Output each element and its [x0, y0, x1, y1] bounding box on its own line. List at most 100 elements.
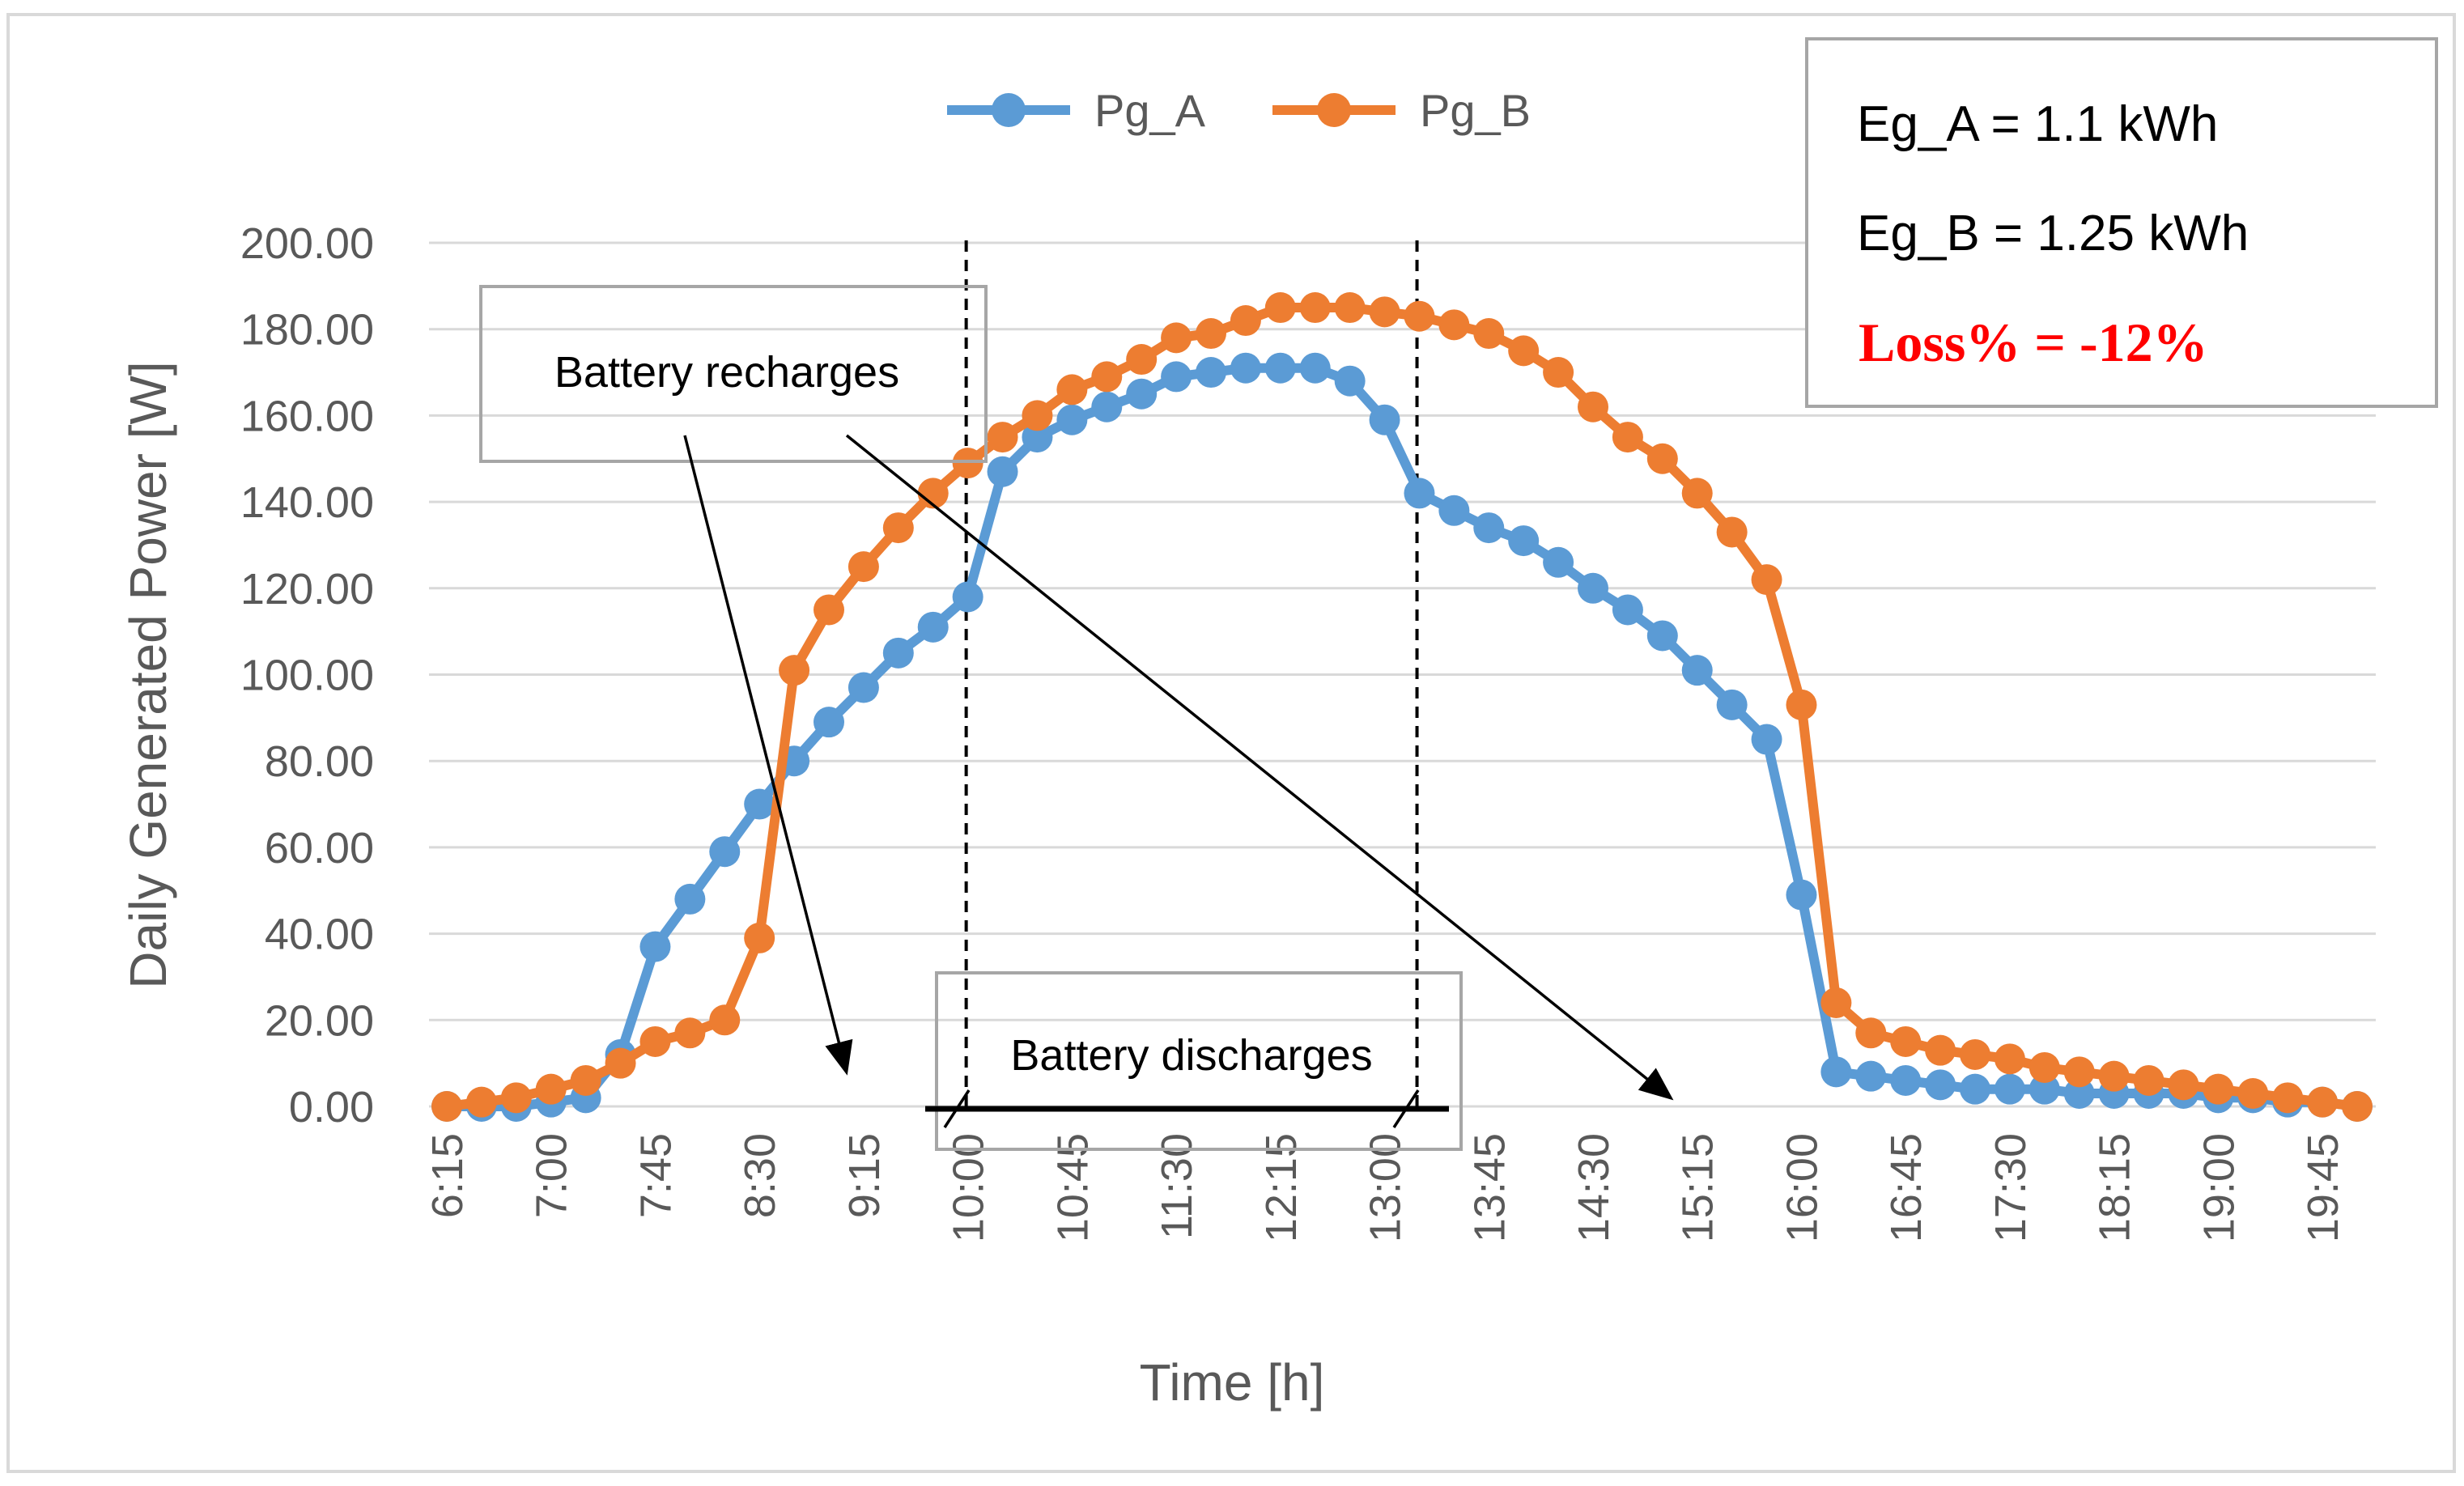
y-axis-title: Daily Generated Power [W]	[119, 361, 177, 988]
data-point-pg-b	[814, 594, 844, 626]
data-point-pg-b	[709, 1004, 741, 1036]
legend-label-pg-b: Pg_B	[1420, 85, 1531, 136]
recharge-arrow	[683, 435, 853, 1076]
discharge-bar-tick	[943, 1089, 971, 1128]
data-point-pg-b	[882, 512, 914, 544]
data-point-pg-a	[1716, 689, 1748, 720]
x-tick-label: 7:00	[528, 1133, 576, 1218]
data-point-pg-a	[1126, 378, 1158, 410]
data-point-pg-a	[1960, 1073, 1990, 1105]
data-point-pg-a	[709, 836, 741, 868]
info-loss: Loss% = -12%	[1859, 312, 2208, 373]
data-point-pg-b	[1925, 1034, 1956, 1066]
data-point-pg-b	[2063, 1056, 2095, 1088]
data-point-pg-b	[1161, 322, 1192, 354]
data-point-pg-a	[1404, 478, 1435, 509]
data-point-pg-a	[1230, 352, 1261, 384]
data-point-pg-b	[1299, 292, 1331, 324]
y-tick-label: 0.00	[289, 1083, 374, 1131]
data-point-pg-b	[1578, 391, 1608, 422]
data-point-pg-b	[465, 1086, 497, 1118]
data-point-pg-b	[2168, 1069, 2199, 1101]
data-point-pg-a	[1543, 546, 1574, 578]
x-tick-label: 13:00	[1362, 1133, 1410, 1242]
data-point-pg-b	[2203, 1073, 2234, 1105]
data-point-pg-a	[1161, 361, 1192, 393]
data-point-pg-b	[1820, 987, 1852, 1018]
data-point-pg-a	[1994, 1073, 2025, 1105]
data-point-pg-b	[2029, 1051, 2060, 1083]
data-point-pg-b	[2098, 1060, 2130, 1092]
data-point-pg-a	[1508, 525, 1540, 557]
x-tick-label: 18:15	[2091, 1133, 2139, 1242]
data-point-pg-a	[952, 581, 983, 613]
x-tick-label: 13:45	[1465, 1133, 1514, 1242]
data-point-pg-b	[500, 1082, 532, 1114]
data-point-pg-b	[2307, 1086, 2339, 1118]
data-point-pg-a	[987, 456, 1018, 487]
data-point-pg-a	[1196, 357, 1226, 388]
x-tick-label: 16:45	[1882, 1133, 1931, 1242]
discharge-label: Battery discharges	[1010, 1031, 1372, 1080]
info-box: Eg_A = 1.1 kWh Eg_B = 1.25 kWh Loss% = -…	[1805, 37, 2438, 408]
data-point-pg-a	[1369, 404, 1400, 435]
data-point-pg-b	[1404, 300, 1435, 332]
data-point-pg-a	[639, 931, 671, 962]
data-point-pg-a	[882, 637, 914, 669]
data-point-pg-b	[1646, 443, 1678, 474]
y-tick-label: 180.00	[240, 306, 374, 355]
x-tick-label: 12:15	[1257, 1133, 1306, 1242]
data-point-pg-a	[1786, 879, 1817, 911]
data-point-pg-b	[535, 1073, 567, 1105]
legend-label-pg-a: Pg_A	[1094, 85, 1206, 136]
discharge-bar-tick	[1392, 1089, 1420, 1128]
y-tick-label: 200.00	[240, 219, 374, 268]
data-point-pg-b	[1264, 292, 1296, 324]
y-tick-label: 120.00	[240, 565, 374, 614]
data-point-pg-b	[1126, 344, 1158, 376]
legend: Pg_A Pg_B	[947, 85, 1531, 136]
data-point-pg-b	[2342, 1091, 2373, 1122]
data-point-pg-b	[1612, 422, 1643, 453]
data-point-pg-b	[779, 655, 810, 686]
data-point-pg-b	[1960, 1038, 1990, 1070]
data-point-pg-a	[1264, 352, 1296, 384]
data-point-pg-b	[570, 1064, 601, 1096]
y-tick-label: 40.00	[265, 911, 374, 959]
data-point-pg-b	[1056, 374, 1088, 405]
y-tick-label: 80.00	[265, 737, 374, 786]
data-point-pg-b	[1473, 318, 1505, 350]
data-point-pg-a	[1022, 422, 1053, 453]
legend-marker-pg-b	[1317, 93, 1351, 127]
y-axis-ticks: 0.00 20.00 40.00 60.00 80.00 100.00 120.00 140.…	[240, 219, 374, 1131]
data-point-pg-a	[848, 672, 879, 703]
data-point-pg-b	[1508, 335, 1540, 367]
data-point-pg-b	[1716, 516, 1748, 548]
data-point-pg-b	[1786, 689, 1817, 720]
data-point-pg-a	[2029, 1073, 2060, 1105]
data-point-pg-a	[1751, 724, 1782, 755]
info-energy-b: Eg_B = 1.25 kWh	[1857, 206, 2249, 261]
discharge-label-box	[935, 971, 1463, 1151]
x-tick-label: 14:30	[1570, 1133, 1618, 1242]
data-point-pg-a	[1820, 1056, 1852, 1088]
x-tick-label: 10:45	[1048, 1133, 1097, 1242]
recharge-label-box	[479, 285, 988, 463]
data-point-pg-a	[1473, 512, 1505, 544]
x-tick-label: 10:00	[945, 1133, 993, 1242]
x-tick-label: 19:00	[2194, 1133, 2243, 1242]
x-tick-label: 17:30	[1986, 1133, 2035, 1242]
discharge-boundaries	[964, 240, 1419, 1106]
data-point-pg-b	[917, 478, 949, 509]
data-point-pg-b	[952, 448, 983, 479]
x-axis-title: Time [h]	[1140, 1353, 1325, 1412]
data-point-pg-b	[431, 1091, 462, 1122]
data-point-pg-b	[2133, 1064, 2164, 1096]
data-point-pg-a	[1855, 1060, 1887, 1092]
data-point-pg-b	[1369, 296, 1400, 328]
x-tick-label: 6:15	[423, 1133, 472, 1218]
y-tick-label: 100.00	[240, 652, 374, 700]
data-point-pg-b	[1230, 305, 1261, 337]
data-point-pg-b	[1438, 309, 1470, 341]
